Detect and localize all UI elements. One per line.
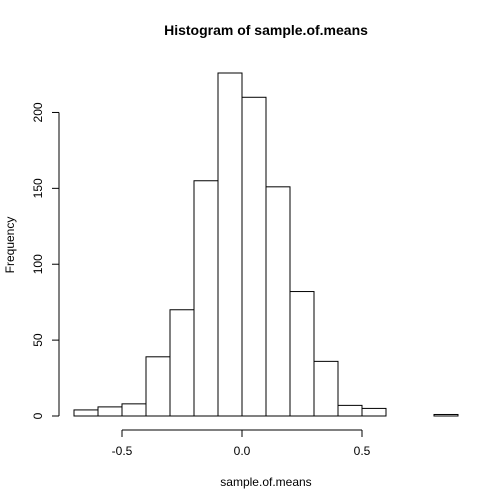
- y-tick-label: 100: [31, 254, 45, 274]
- x-axis-label: sample.of.means: [220, 475, 311, 489]
- histogram-bar-13: [361, 407, 387, 417]
- y-tick-label: 150: [31, 178, 45, 198]
- histogram-bar-4: [145, 356, 171, 417]
- x-tick-label: 0.0: [234, 444, 251, 458]
- histogram-bar-6: [193, 180, 219, 417]
- y-tick-label: 200: [31, 102, 45, 122]
- histogram-bar-10: [289, 291, 315, 417]
- histogram-bar-16: [433, 413, 459, 417]
- histogram-bar-1: [73, 409, 99, 417]
- x-tick-label: 0.5: [354, 444, 371, 458]
- y-axis-label: Frequency: [3, 217, 17, 274]
- histogram-bar-8: [241, 96, 267, 417]
- histogram-bar-12: [337, 404, 363, 417]
- histogram-bar-9: [265, 186, 291, 417]
- histogram-bar-5: [169, 309, 195, 417]
- x-axis: -0.5 0.0 0.5: [112, 429, 371, 458]
- histogram-bar-11: [313, 360, 339, 417]
- histogram-bar-7: [217, 72, 243, 417]
- y-axis: 0 50 100 150 200: [31, 102, 60, 419]
- histogram-bar-2: [97, 406, 123, 417]
- chart-title: Histogram of sample.of.means: [164, 22, 368, 38]
- x-tick-label: -0.5: [112, 444, 133, 458]
- y-tick-label: 0: [31, 412, 45, 419]
- histogram-bar-3: [121, 403, 147, 417]
- bars-group: [73, 72, 459, 417]
- y-tick-label: 50: [31, 333, 45, 347]
